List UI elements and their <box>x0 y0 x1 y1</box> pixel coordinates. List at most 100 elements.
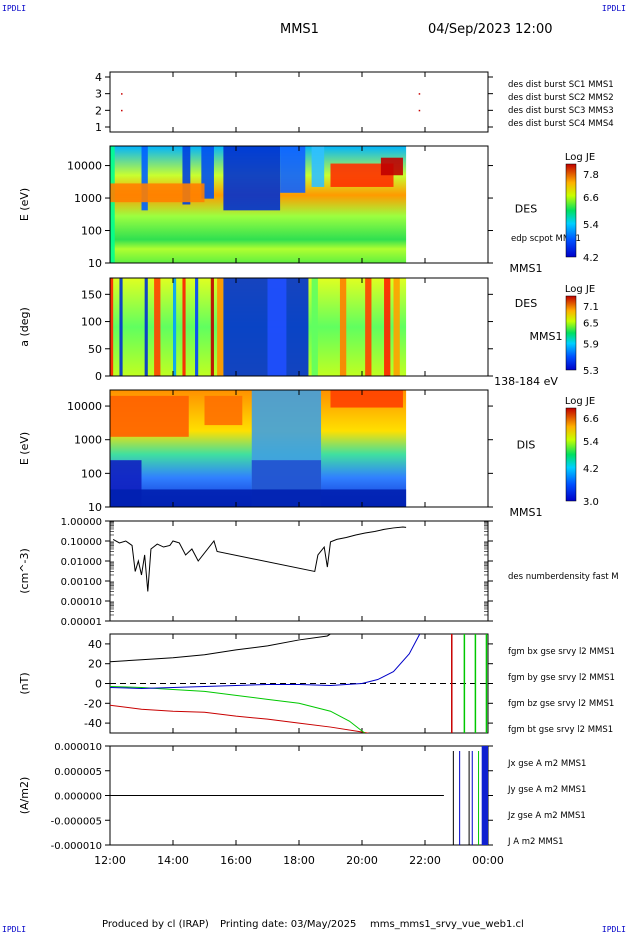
des-pitch-structure <box>144 278 148 376</box>
des-pitch-structure <box>365 278 372 376</box>
density-y-label: (cm^-3) <box>18 548 31 594</box>
corner-mark-bottom-right: IPDLI <box>601 925 626 934</box>
y-tick-label: 0 <box>95 370 102 383</box>
y-tick-label: -0.000010 <box>51 841 102 852</box>
des-energy-structure <box>330 163 394 187</box>
y-tick-label: 3 <box>95 88 102 101</box>
y-tick-label: 0.000010 <box>54 742 102 753</box>
burst-legend-label: des dist burst SC2 MMS2 <box>508 93 614 103</box>
des-pitch-structure <box>311 278 318 376</box>
dis-energy-structure <box>204 395 243 426</box>
y-tick-label: 100 <box>81 467 102 480</box>
burst-panel-frame <box>109 71 489 133</box>
des-pitch-structure <box>339 278 347 376</box>
des-energy-colorbar-tick: 6.6 <box>583 193 599 204</box>
y-tick-label: 100 <box>81 316 102 329</box>
current-y-label: (A/m2) <box>18 777 31 815</box>
burst-legend-label: des dist burst SC3 MMS3 <box>508 106 614 116</box>
y-tick-label: 0.00001 <box>61 617 102 628</box>
y-tick-label: 0.10000 <box>61 537 102 548</box>
dis-energy-structure <box>330 390 403 408</box>
bfield-series-line <box>110 685 366 733</box>
corner-mark-top-right: IPDLI <box>601 4 626 13</box>
des-pitch-structure <box>119 278 123 376</box>
des-pitch-structure <box>154 278 161 376</box>
current-legend-label: J A m2 MMS1 <box>507 837 564 847</box>
dis-energy-colorbar <box>565 407 577 502</box>
x-tick-label: 22:00 <box>409 854 441 867</box>
corner-mark-bottom-left: IPDLI <box>2 925 27 934</box>
des-energy-structure <box>280 146 306 193</box>
x-tick-label: 00:00 <box>472 854 504 867</box>
y-tick-label: 10000 <box>67 160 102 173</box>
page-footer: Produced by cl (IRAP) Printing date: 03/… <box>0 910 630 934</box>
des-energy-colorbar-tick: 5.4 <box>583 220 599 231</box>
des-pitch-colorbar-tick: 5.3 <box>583 366 599 377</box>
des-pitch-structure <box>217 278 224 376</box>
bfield-series-line <box>110 634 331 663</box>
des-pitch-structure <box>182 278 186 376</box>
des-pitch-right-sublabel: MMS1 <box>530 330 563 343</box>
burst-point <box>418 93 421 95</box>
dis-energy-right-bottom-label: MMS1 <box>510 506 543 519</box>
des-energy-right-sublabel: edp scpot MMS1 <box>511 234 581 244</box>
des-energy-structure <box>110 183 205 203</box>
y-tick-label: 0.000005 <box>54 767 102 778</box>
y-tick-label: 0.01000 <box>61 557 102 568</box>
y-tick-label: 0 <box>95 678 102 691</box>
y-tick-label: 4 <box>95 71 102 84</box>
des-energy-structure <box>182 146 191 205</box>
page-header: IPDLI IPDLI MMS1 04/Sep/2023 12:00 <box>0 0 630 40</box>
dis-energy-right-label: DIS <box>517 439 536 452</box>
dis-energy-colorbar-tick: 6.6 <box>583 414 599 425</box>
des-energy-y-label: E (eV) <box>18 188 31 221</box>
y-tick-label: 50 <box>88 343 102 356</box>
bfield-legend-label: fgm bt gse srvy l2 MMS1 <box>508 725 613 735</box>
current-legend-label: Jz gse A m2 MMS1 <box>507 811 586 821</box>
y-tick-label: 1.00000 <box>61 517 102 528</box>
des-pitch-colorbar-title: Log JE <box>565 284 595 295</box>
des-pitch-structure <box>223 278 309 376</box>
des-energy-colorbar-tick: 7.8 <box>583 170 599 181</box>
current-legend-label: Jx gse A m2 MMS1 <box>507 759 586 769</box>
density-frame <box>109 520 489 622</box>
des-energy-structure <box>141 146 148 211</box>
des-pitch-structure <box>173 278 177 376</box>
des-pitch-colorbar-tick: 5.9 <box>583 340 599 351</box>
y-tick-label: 0.000000 <box>54 792 102 803</box>
burst-legend-label: des dist burst SC4 MMS4 <box>508 119 614 129</box>
y-tick-label: -0.000005 <box>51 816 102 827</box>
datetime-title: 04/Sep/2023 12:00 <box>428 22 553 37</box>
des-energy-colorbar <box>565 163 577 258</box>
des-energy-right-label: DES <box>515 203 537 216</box>
corner-mark-top-left: IPDLI <box>2 4 27 13</box>
x-tick-label: 20:00 <box>346 854 378 867</box>
y-tick-label: 10000 <box>67 400 102 413</box>
y-tick-label: 10 <box>88 501 102 514</box>
burst-legend-label: des dist burst SC1 MMS1 <box>508 80 614 90</box>
y-tick-label: 150 <box>81 288 102 301</box>
y-tick-label: 1 <box>95 121 102 134</box>
des-pitch-structure <box>384 278 391 376</box>
des-energy-structure <box>223 146 281 211</box>
des-pitch-structure <box>393 278 400 376</box>
des-pitch-colorbar-tick: 6.5 <box>583 318 599 329</box>
x-tick-label: 18:00 <box>283 854 315 867</box>
y-tick-label: 100 <box>81 225 102 238</box>
des-energy-structure <box>110 146 115 263</box>
des-energy-structure <box>311 146 325 187</box>
burst-point <box>121 93 123 95</box>
des-energy-structure <box>380 157 403 176</box>
dis-energy-colorbar-tick: 4.2 <box>583 464 599 475</box>
y-tick-label: 0.00100 <box>61 577 102 588</box>
x-tick-label: 14:00 <box>157 854 189 867</box>
des-pitch-colorbar-tick: 7.1 <box>583 302 599 313</box>
x-tick-label: 12:00 <box>94 854 126 867</box>
des-pitch-structure <box>267 278 287 376</box>
y-tick-label: 2 <box>95 104 102 117</box>
burst-point <box>121 109 123 112</box>
bfield-series-line <box>110 704 370 733</box>
bfield-y-label: (nT) <box>18 672 31 694</box>
y-tick-label: 1000 <box>74 434 102 447</box>
